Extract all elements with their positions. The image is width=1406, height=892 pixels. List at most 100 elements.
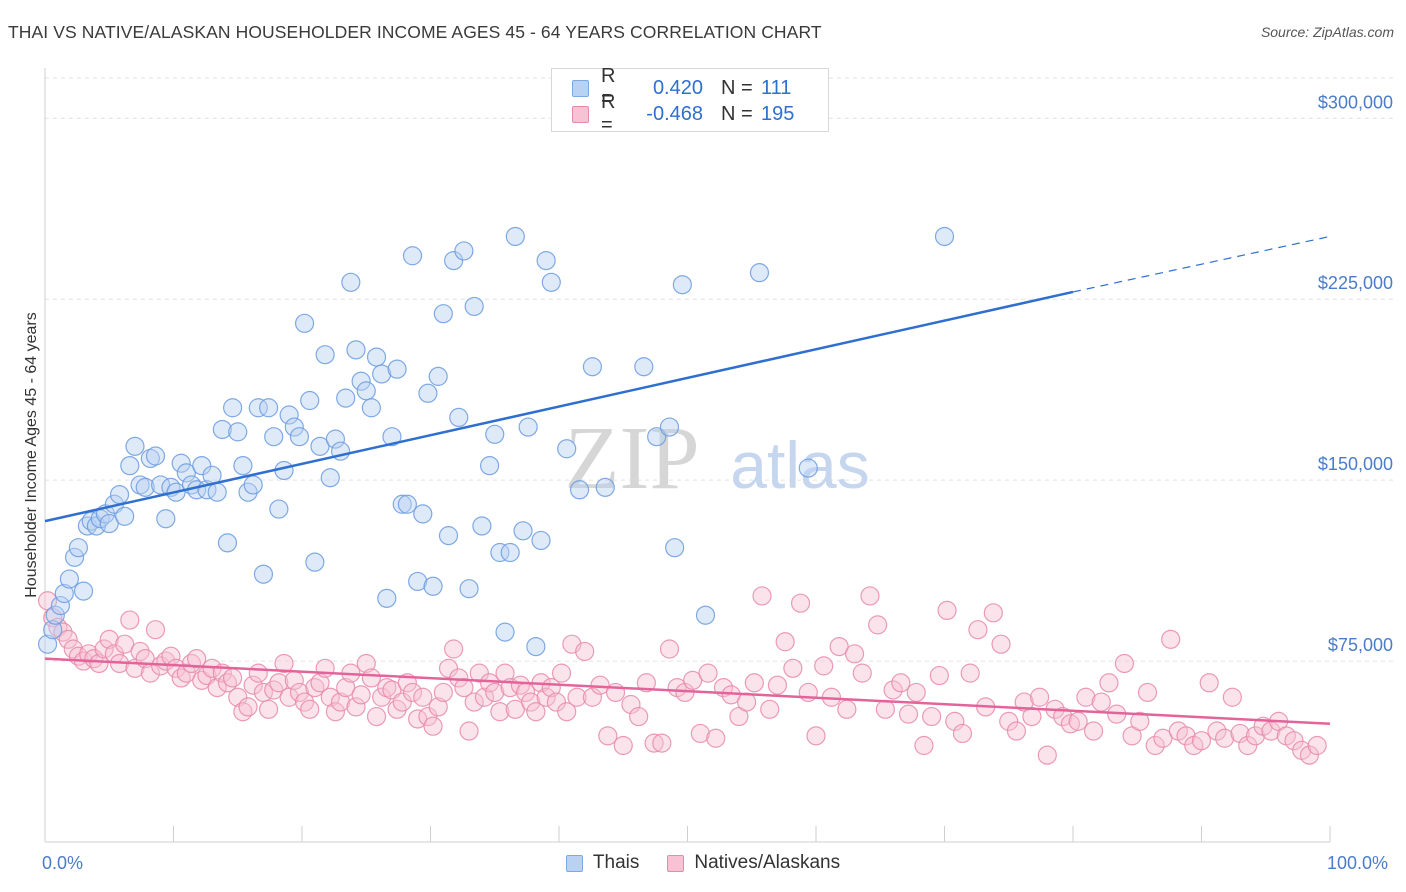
data-point-thais — [449, 407, 469, 427]
legend-item-thais[interactable]: Thais — [565, 852, 640, 874]
data-point-natives — [906, 682, 926, 703]
data-point-thais — [672, 275, 692, 295]
data-point-natives — [683, 670, 703, 690]
data-point-natives — [433, 682, 453, 703]
data-point-thais — [934, 226, 955, 247]
data-point-natives — [269, 673, 289, 693]
data-point-natives — [459, 721, 479, 741]
data-point-natives — [1060, 714, 1081, 734]
legend-r-label: R = — [601, 65, 616, 110]
data-point-natives — [557, 702, 577, 722]
data-point-thais — [480, 456, 500, 476]
data-point-natives — [837, 699, 857, 719]
legend-n-label: N = — [721, 76, 753, 99]
data-point-natives — [1176, 726, 1196, 746]
data-point-thais — [536, 250, 556, 271]
data-point-thais — [109, 485, 130, 505]
data-point-natives — [89, 653, 109, 674]
trend-lines — [44, 235, 1331, 726]
data-point-thais — [526, 636, 546, 657]
data-point-natives — [377, 677, 397, 698]
series-natives-points — [37, 586, 1327, 765]
watermark-zip: ZIP — [565, 409, 700, 508]
data-point-thais — [518, 417, 538, 437]
data-point-natives — [485, 682, 505, 703]
data-point-natives — [402, 682, 423, 703]
data-point-natives — [1130, 711, 1150, 731]
data-point-thais — [351, 371, 371, 391]
legend-item-natives[interactable]: Natives/Alaskans — [667, 852, 840, 874]
data-point-thais — [513, 521, 533, 541]
legend-r-label: R = — [601, 91, 616, 136]
data-point-natives — [1099, 673, 1119, 693]
data-point-natives — [320, 687, 340, 707]
data-point-thais — [500, 542, 520, 563]
data-point-natives — [1022, 706, 1042, 727]
data-point-thais — [320, 468, 340, 488]
data-point-natives — [1199, 673, 1219, 693]
data-point-natives — [243, 675, 263, 695]
data-point-natives — [644, 733, 664, 753]
data-point-thais — [472, 516, 492, 536]
y-axis-label: Householder Income Ages 45 - 64 years — [23, 312, 40, 598]
data-point-natives — [767, 675, 788, 695]
data-point-thais — [408, 571, 428, 592]
legend-swatch-natives — [572, 105, 589, 123]
data-point-natives — [423, 716, 443, 736]
data-point-natives — [659, 639, 680, 659]
data-point-thais — [310, 436, 330, 456]
data-point-natives — [444, 639, 464, 659]
data-point-natives — [289, 682, 310, 703]
data-point-natives — [99, 629, 119, 649]
data-point-natives — [330, 692, 351, 712]
correlation-legend: R = 0.420 N = 111 R = -0.468 N = 195 — [551, 65, 829, 136]
y-tick-label: $225,000 — [1318, 273, 1393, 293]
data-point-thais — [413, 504, 433, 524]
data-point-natives — [983, 603, 1003, 623]
data-point-thais — [156, 509, 176, 529]
data-point-natives — [860, 586, 880, 606]
data-point-thais — [192, 456, 212, 476]
data-point-natives — [176, 663, 196, 683]
data-point-natives — [898, 704, 919, 724]
legend-label-thais: Thais — [592, 852, 640, 873]
data-point-natives — [1238, 735, 1258, 756]
data-point-natives — [536, 687, 556, 707]
data-point-thais — [140, 448, 160, 469]
data-point-natives — [613, 735, 633, 756]
data-point-natives — [428, 697, 448, 717]
data-point-thais — [37, 634, 58, 654]
data-point-natives — [775, 632, 795, 652]
data-point-natives — [968, 620, 988, 640]
data-point-natives — [783, 658, 803, 678]
data-point-thais — [392, 494, 412, 514]
data-point-thais — [372, 364, 392, 384]
legend-label-natives: Natives/Alaskans — [694, 852, 841, 873]
data-point-natives — [852, 663, 872, 683]
data-point-thais — [45, 605, 65, 625]
data-point-natives — [598, 726, 618, 746]
data-point-natives — [94, 639, 114, 659]
data-point-natives — [1137, 682, 1158, 703]
trend-line-natives — [44, 657, 1331, 726]
data-point-thais — [54, 583, 74, 604]
data-point-natives — [868, 615, 888, 635]
data-point-natives — [945, 711, 965, 731]
data-point-natives — [744, 673, 764, 693]
data-point-thais — [50, 595, 71, 616]
data-point-natives — [1222, 687, 1242, 707]
data-point-natives — [814, 656, 834, 676]
data-point-natives — [698, 663, 718, 683]
data-point-thais — [125, 436, 145, 456]
data-point-thais — [382, 427, 402, 447]
data-point-thais — [418, 383, 438, 403]
data-point-natives — [752, 586, 772, 606]
data-point-thais — [505, 226, 525, 247]
data-point-natives — [1029, 687, 1050, 707]
data-point-natives — [1091, 692, 1111, 712]
data-point-thais — [176, 463, 196, 483]
data-point-natives — [258, 699, 279, 719]
data-point-natives — [629, 706, 649, 727]
trend-line-thais-extension — [1072, 235, 1331, 293]
